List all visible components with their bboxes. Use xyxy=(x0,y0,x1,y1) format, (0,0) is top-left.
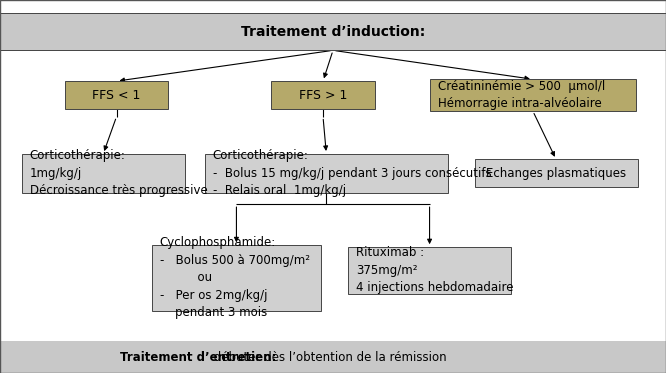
Text: FFS > 1: FFS > 1 xyxy=(299,89,347,101)
Text: Traitement d’entretien:: Traitement d’entretien: xyxy=(120,351,276,364)
FancyBboxPatch shape xyxy=(474,160,637,187)
FancyBboxPatch shape xyxy=(65,81,168,109)
FancyBboxPatch shape xyxy=(272,81,374,109)
Text: Rituximab :
375mg/m²
4 injections hebdomadaire: Rituximab : 375mg/m² 4 injections hebdom… xyxy=(356,247,513,294)
Text: Créatininémie > 500  μmol/l
Hémorragie intra-alvéolaire: Créatininémie > 500 μmol/l Hémorragie in… xyxy=(438,80,605,110)
Text: Echanges plasmatiques: Echanges plasmatiques xyxy=(486,167,626,180)
Text: Traitement d’induction:: Traitement d’induction: xyxy=(241,25,425,39)
FancyBboxPatch shape xyxy=(205,154,448,193)
FancyBboxPatch shape xyxy=(348,247,511,294)
FancyBboxPatch shape xyxy=(430,79,636,111)
Text: Cyclophosphamide:
-   Bolus 500 à 700mg/m²
          ou
-   Per os 2mg/kg/j
    : Cyclophosphamide: - Bolus 500 à 700mg/m²… xyxy=(160,236,310,319)
Text: débuter dès l’obtention de la rémission: débuter dès l’obtention de la rémission xyxy=(120,351,446,364)
FancyBboxPatch shape xyxy=(0,341,666,373)
Text: Corticothérapie:
1mg/kg/j
Décroissance très progressive: Corticothérapie: 1mg/kg/j Décroissance t… xyxy=(29,150,207,197)
Text: Corticothérapie:
-  Bolus 15 mg/kg/j pendant 3 jours consécutifs
-  Relais oral : Corticothérapie: - Bolus 15 mg/kg/j pend… xyxy=(213,150,492,197)
Text: FFS < 1: FFS < 1 xyxy=(93,89,141,101)
FancyBboxPatch shape xyxy=(0,13,666,50)
FancyBboxPatch shape xyxy=(21,154,184,193)
FancyBboxPatch shape xyxy=(151,245,321,310)
